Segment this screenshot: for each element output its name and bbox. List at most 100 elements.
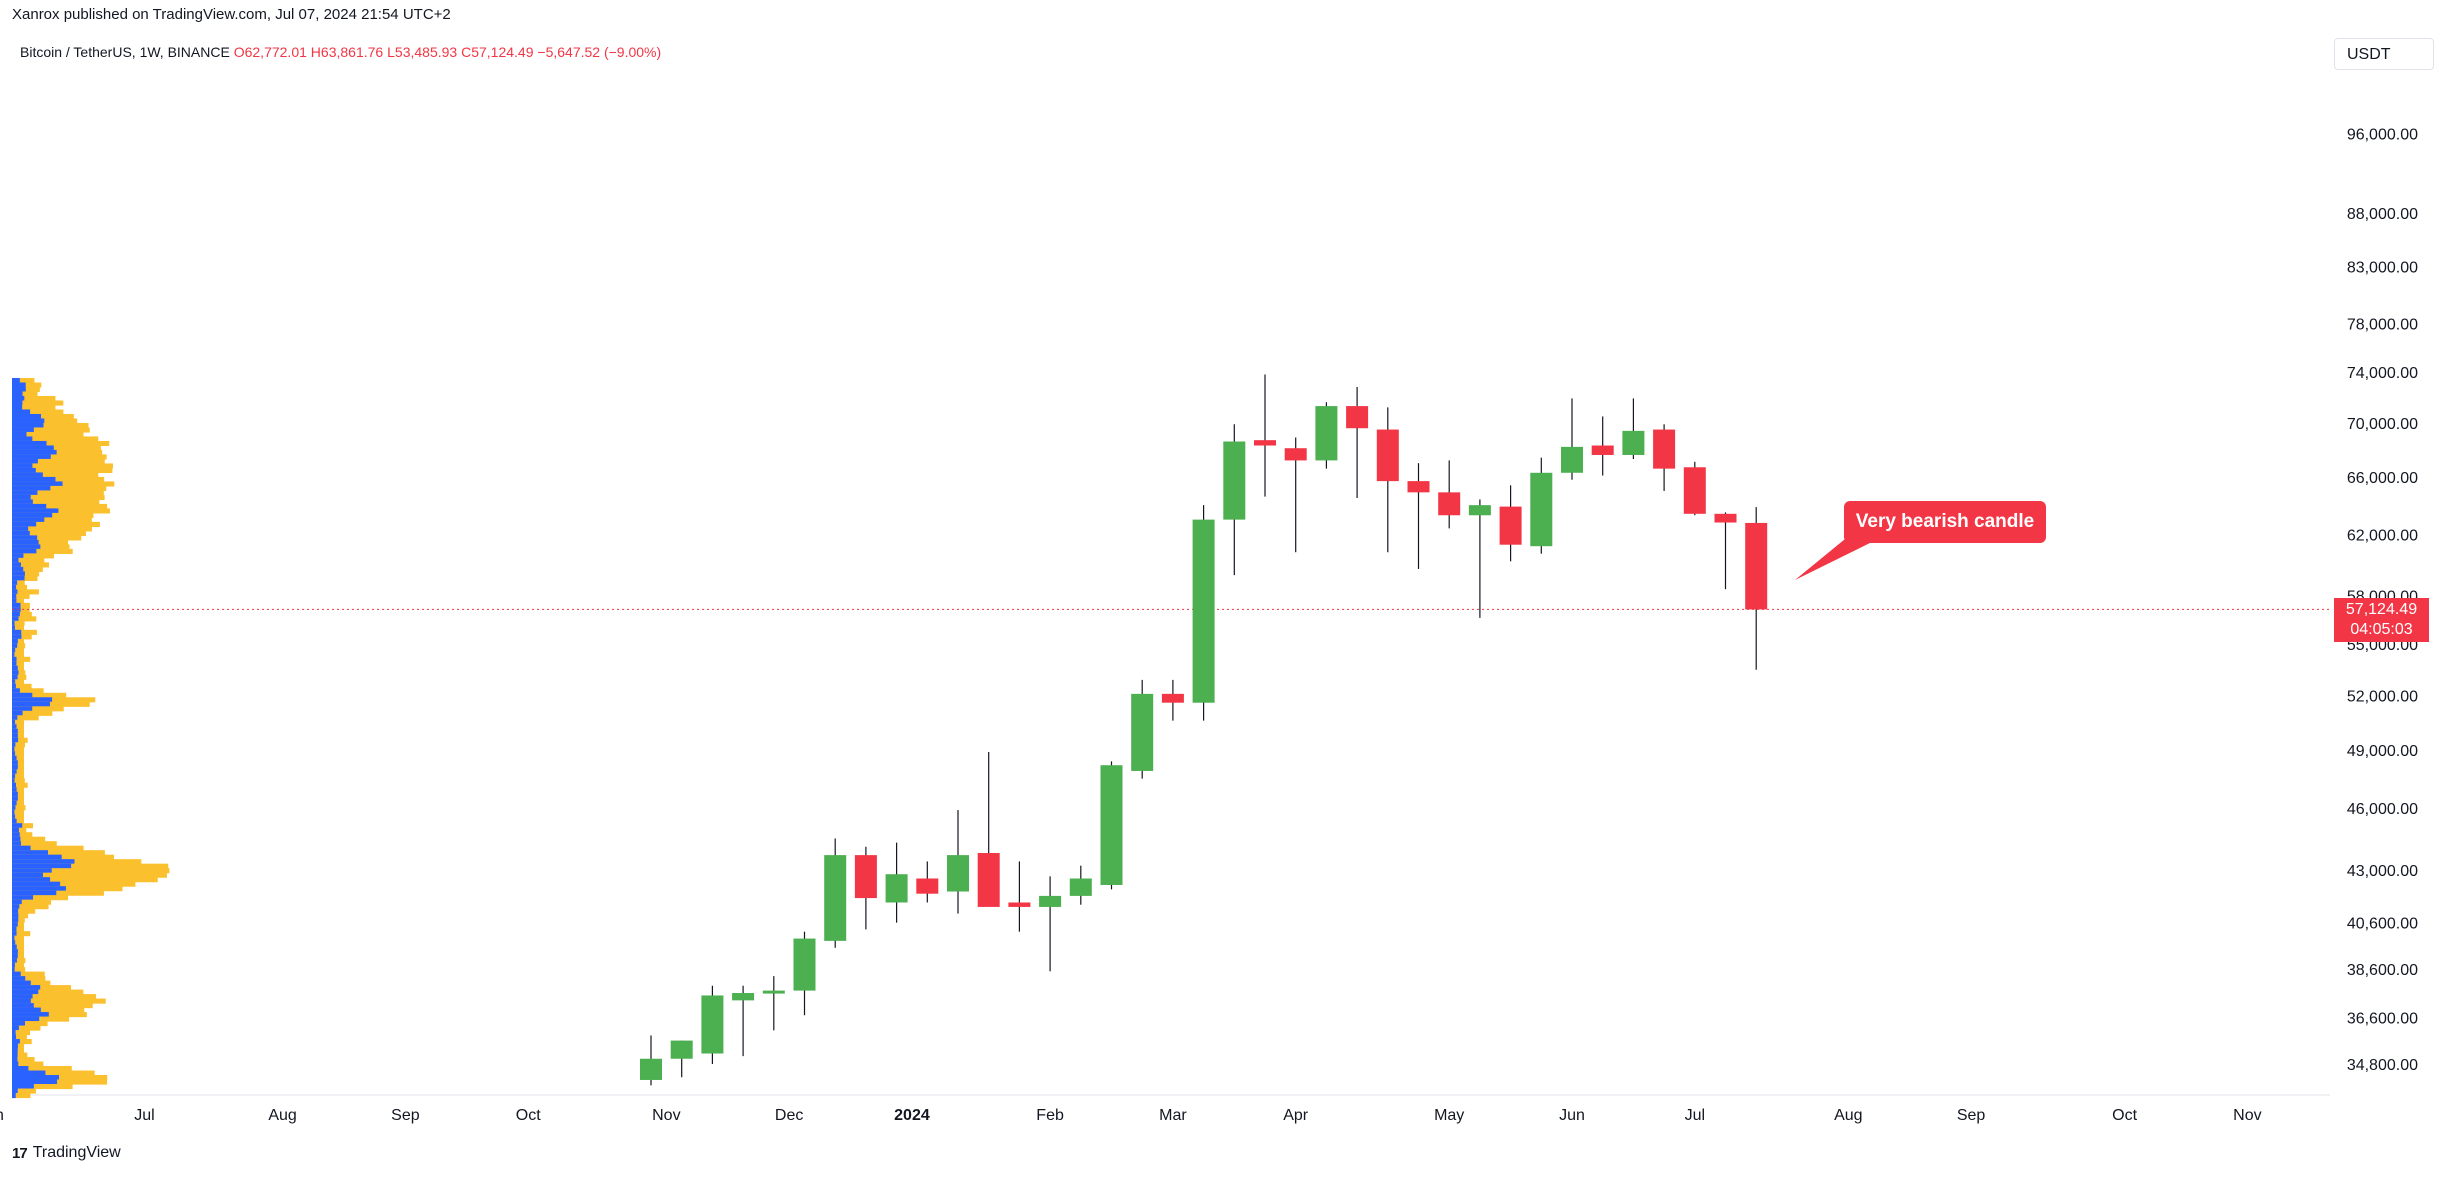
candle [1346, 386, 1369, 499]
volume-profile-up-bar [12, 413, 42, 420]
volume-profile-up-bar [12, 562, 21, 568]
volume-profile-up-bar [12, 904, 20, 910]
volume-profile-up-bar [12, 1079, 58, 1085]
volume-profile-up-bar [12, 422, 44, 429]
volume-profile-bar [12, 1025, 41, 1031]
candle [1714, 512, 1737, 590]
annotation-callout[interactable]: Very bearish candle [1844, 501, 2046, 543]
volume-profile-bar [12, 940, 24, 946]
volume-profile-up-bar [12, 490, 38, 496]
volume-profile-bar [12, 737, 28, 743]
candle-body [1591, 445, 1614, 455]
volume-profile-bar [12, 832, 33, 838]
volume-profile-bar [12, 800, 24, 806]
volume-profile-bar [12, 710, 53, 716]
volume-profile-up-bar [12, 733, 18, 739]
volume-profile-bar [12, 472, 99, 478]
volume-profile-up-bar [12, 845, 31, 851]
volume-profile-up-bar [12, 755, 17, 761]
candle-body [1468, 505, 1491, 516]
volume-profile-up-bar [12, 985, 41, 991]
volume-profile-up-bar [12, 521, 37, 527]
candle-body [670, 1040, 693, 1059]
volume-profile-up-bar [12, 539, 39, 545]
volume-profile-up-bar [12, 575, 25, 581]
volume-profile-up-bar [12, 404, 23, 411]
volume-profile-up-bar [12, 647, 16, 653]
volume-profile-up-bar [12, 976, 26, 982]
volume-profile-bar [12, 809, 24, 815]
volume-profile-bar [12, 949, 24, 955]
candle [1039, 876, 1062, 972]
candle-body [1561, 446, 1583, 473]
footer-brand[interactable]: 17 TradingView [12, 1144, 121, 1162]
volume-profile-bar [12, 535, 82, 541]
volume-profile-up-bar [12, 1061, 19, 1067]
volume-profile-bar [12, 634, 32, 640]
volume-profile-up-bar [12, 688, 20, 694]
candle [1745, 507, 1768, 670]
candle-body [1100, 765, 1123, 885]
price-tick-label: 52,000.00 [2347, 689, 2418, 706]
volume-profile-bar [12, 791, 24, 797]
volume-profile-up-bar [12, 643, 18, 649]
tradingview-logo-icon: 17 [12, 1144, 28, 1162]
volume-profile-up-bar [12, 598, 17, 604]
volume-profile-bar [12, 665, 24, 671]
volume-profile-up-bar [12, 886, 66, 892]
volume-profile-bar [12, 566, 43, 572]
candle-body [1346, 406, 1369, 429]
volume-profile-up-bar [12, 440, 47, 447]
volume-profile-bar [12, 643, 26, 649]
volume-profile-bar [12, 1007, 85, 1013]
volume-profile-bar [12, 724, 24, 730]
candle-body [1622, 430, 1645, 455]
volume-profile-up-bar [12, 427, 34, 433]
candle-body [854, 855, 877, 899]
candle-body [824, 855, 847, 941]
volume-profile-bar [12, 1016, 70, 1022]
volume-profile-up-bar [12, 922, 18, 928]
volume-profile-bar [12, 805, 26, 811]
volume-profile-bar [12, 467, 113, 474]
volume-profile-up-bar [12, 638, 18, 644]
price-tick-label: 43,000.00 [2347, 863, 2418, 880]
volume-profile-bar [12, 976, 46, 982]
volume-profile-up-bar [12, 454, 51, 460]
time-axis[interactable]: Jun Jul Aug Sep Oct Nov Dec 2024 Feb Mar Apr May Jun… [0, 1107, 2262, 1124]
volume-profile-bar [12, 1034, 27, 1040]
price-axis[interactable]: 96,000.00 88,000.00 83,000.00 78,000.00 74,0… [2347, 126, 2418, 1074]
volume-profile-up-bar [12, 508, 59, 514]
volume-profile-bar [12, 611, 32, 617]
volume-profile-bar [12, 742, 26, 748]
volume-profile-bar [12, 652, 24, 658]
volume-profile-bar [12, 548, 73, 554]
volume-profile-bar [12, 499, 100, 505]
volume-profile-bar [12, 1061, 44, 1067]
volume-profile-bar [12, 602, 30, 608]
price-tick-label: 46,000.00 [2347, 801, 2418, 818]
volume-profile-bar [12, 985, 71, 991]
candle-body [1008, 902, 1031, 907]
volume-profile-bar [12, 571, 40, 577]
volume-profile-bar [12, 886, 123, 892]
volume-profile-up-bar [12, 593, 17, 599]
candle-body [1039, 895, 1062, 907]
price-tick-label: 88,000.00 [2347, 206, 2418, 223]
volume-profile-bar [12, 922, 24, 928]
volume-profile-up-bar [12, 1016, 40, 1022]
volume-profile-bar [12, 971, 45, 977]
candle [1131, 679, 1154, 779]
time-tick-label: Aug [268, 1107, 296, 1124]
volume-profile-up-bar [12, 1084, 34, 1090]
volume-profile-bar [12, 589, 39, 595]
price-tick-label: 96,000.00 [2347, 126, 2418, 143]
volume-profile-bar [12, 1003, 93, 1009]
volume-profile-up-bar [12, 908, 19, 914]
volume-profile-up-bar [12, 895, 34, 901]
currency-button[interactable]: USDT [2334, 38, 2434, 70]
volume-profile-up-bar [12, 877, 51, 883]
volume-profile-bar [12, 836, 46, 842]
symbol-name[interactable]: Bitcoin / TetherUS, 1W, BINANCE [20, 44, 230, 60]
